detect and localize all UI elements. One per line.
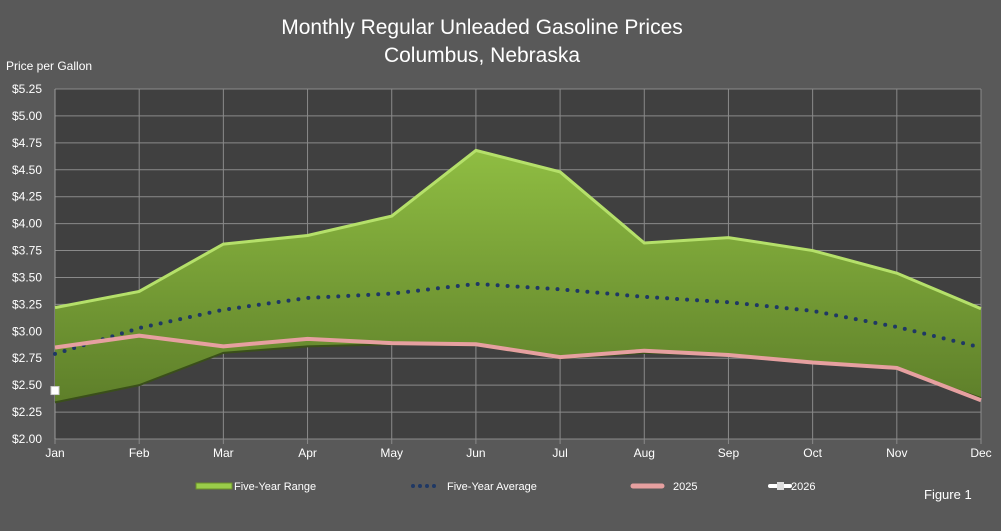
x-tick-label: Jul (552, 446, 567, 460)
x-tick-label: Jun (466, 446, 485, 460)
y-tick-label: $4.25 (12, 190, 42, 204)
y-tick-label: $2.25 (12, 405, 42, 419)
x-tick-label: Feb (129, 446, 150, 460)
x-tick-label: Dec (970, 446, 991, 460)
legend-swatch-average-dot (425, 484, 429, 488)
x-tick-label: Apr (298, 446, 317, 460)
legend-swatch-range (195, 482, 233, 490)
x-tick-label: May (380, 446, 403, 460)
legend-swatch-average-dot (418, 484, 422, 488)
x-tick-label: Mar (213, 446, 234, 460)
y-tick-label: $4.00 (12, 217, 42, 231)
y-axis-label: Price per Gallon (6, 59, 93, 73)
legend-label-range: Five-Year Range (234, 481, 316, 493)
five-year-average-line (53, 281, 983, 356)
figure-label: Figure 1 (924, 487, 972, 502)
y-tick-label: $3.00 (12, 324, 42, 338)
chart-title: Monthly Regular Unleaded Gasoline Prices… (0, 14, 964, 70)
x-tick-label: Aug (634, 446, 655, 460)
marker-2026 (50, 386, 60, 396)
y-tick-label: $5.25 (12, 82, 42, 96)
y-tick-label: $3.75 (12, 244, 42, 258)
legend-label-2026: 2026 (791, 481, 815, 493)
chart-title-line-1: Monthly Regular Unleaded Gasoline Prices (281, 16, 683, 39)
legend-swatch-average-dot (432, 484, 436, 488)
legend-swatch-2026-marker (777, 482, 784, 490)
y-tick-label: $3.50 (12, 270, 42, 284)
line-2025 (54, 333, 982, 403)
chart-title-line-2: Columbus, Nebraska (383, 44, 581, 67)
y-tick-label: $5.00 (12, 109, 42, 123)
x-tick-label: Jan (45, 446, 64, 460)
y-tick-label: $2.75 (12, 351, 42, 365)
y-tick-label: $4.75 (12, 136, 42, 150)
legend-label-2025: 2025 (673, 481, 697, 493)
y-tick-label: $4.50 (12, 163, 42, 177)
x-tick-label: Sep (718, 446, 740, 460)
legend-label-average: Five-Year Average (447, 481, 537, 493)
y-tick-label: $2.00 (12, 432, 42, 446)
legend-swatch-average-dot (411, 484, 415, 488)
y-tick-label: $2.50 (12, 378, 42, 392)
five-year-range-high (54, 148, 982, 311)
x-tick-label: Oct (803, 446, 822, 460)
x-tick-label: Nov (886, 446, 907, 460)
y-tick-label: $3.25 (12, 297, 42, 311)
